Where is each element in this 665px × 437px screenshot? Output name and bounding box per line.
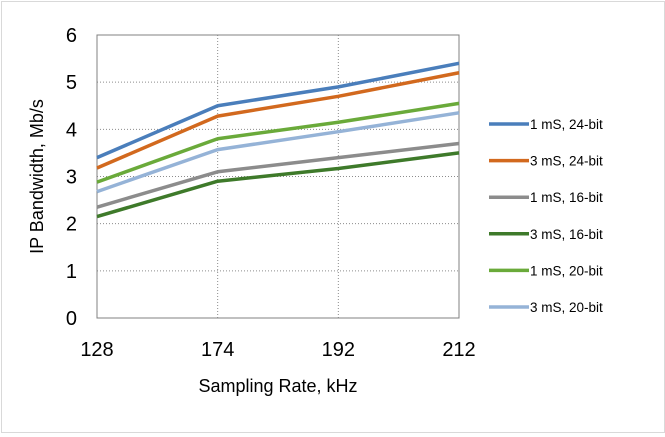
y-tick-label: 0 bbox=[66, 308, 77, 330]
plot-area bbox=[96, 34, 460, 319]
series-line bbox=[96, 61, 460, 160]
y-tick-label: 5 bbox=[66, 72, 77, 94]
legend-label: 1 mS, 16-bit bbox=[530, 190, 603, 205]
series-line bbox=[96, 101, 460, 184]
y-tick-label: 4 bbox=[66, 119, 77, 141]
series-line bbox=[96, 141, 460, 209]
y-tick-label: 2 bbox=[66, 214, 77, 236]
x-tick-label: 212 bbox=[442, 339, 475, 361]
y-axis-label: IP Bandwidth, Mb/s bbox=[27, 99, 47, 254]
legend: 1 mS, 24-bit 3 mS, 24-bit 1 mS, 16-bit 3 mS… bbox=[489, 117, 603, 315]
series-line bbox=[96, 71, 460, 170]
y-tick-label: 1 bbox=[66, 261, 77, 283]
x-axis-label: Sampling Rate, kHz bbox=[198, 376, 357, 396]
series-lines bbox=[96, 61, 460, 219]
legend-label: 1 mS, 24-bit bbox=[530, 117, 603, 132]
y-tick-label: 6 bbox=[66, 25, 77, 47]
x-tick-label: 128 bbox=[80, 339, 113, 361]
x-tick-label: 192 bbox=[322, 339, 355, 361]
legend-label: 3 mS, 16-bit bbox=[530, 227, 603, 242]
x-tick-label: 174 bbox=[201, 339, 234, 361]
series-line bbox=[96, 111, 460, 194]
legend-label: 3 mS, 24-bit bbox=[530, 154, 603, 169]
y-axis-ticks: 0 1 2 3 4 5 6 bbox=[66, 25, 77, 330]
legend-label: 3 mS, 20-bit bbox=[530, 300, 603, 315]
x-axis-ticks: 128 174 192 212 bbox=[80, 339, 475, 361]
line-chart: 0 1 2 3 4 5 6 128 174 192 212 1 mS, 24-bit 3 mS, 2… bbox=[27, 25, 603, 396]
legend-label: 1 mS, 20-bit bbox=[530, 263, 603, 278]
series-line bbox=[96, 151, 460, 219]
y-tick-label: 3 bbox=[66, 167, 77, 189]
